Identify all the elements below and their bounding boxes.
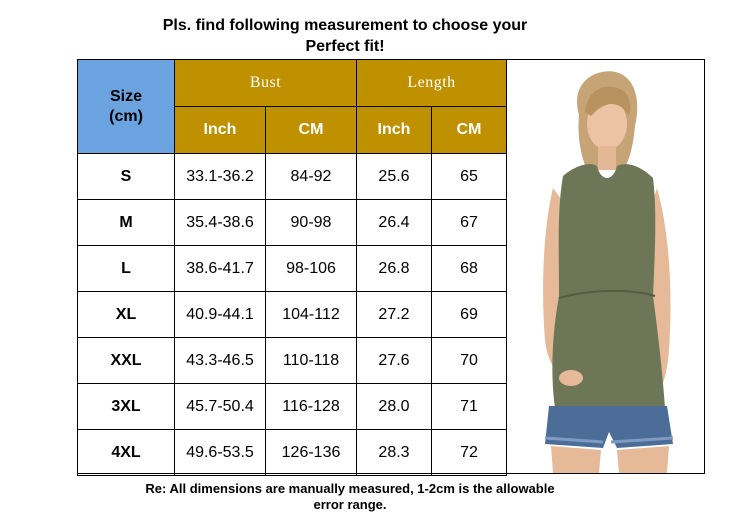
bust-inch-header: Inch [174, 106, 266, 154]
title-line-2: Perfect fit! [305, 38, 385, 55]
hair-fringe-shape [585, 86, 631, 116]
size-header: Size (cm) [77, 59, 175, 154]
length-cm-cell: 68 [431, 245, 507, 292]
length-inch-cell: 28.0 [356, 383, 432, 430]
length-inch-cell: 26.4 [356, 199, 432, 246]
face-shape [587, 98, 627, 150]
size-header-unit: (cm) [109, 107, 143, 125]
shorts-cuff-lines [544, 436, 674, 444]
length-cm-cell: 69 [431, 291, 507, 338]
table-row: XL 40.9-44.1 104-112 27.2 69 [77, 291, 507, 338]
table-row: 3XL 45.7-50.4 116-128 28.0 71 [77, 383, 507, 430]
bust-cm-cell: 104-112 [265, 291, 357, 338]
tank-top-shape [552, 164, 665, 408]
model-photo [507, 60, 704, 473]
bust-cm-cell: 116-128 [265, 383, 357, 430]
bust-inch-cell: 33.1-36.2 [174, 153, 266, 200]
length-inch-cell: 27.6 [356, 337, 432, 384]
table-row: S 33.1-36.2 84-92 25.6 65 [77, 153, 507, 200]
length-header: Length [356, 59, 507, 107]
nursing-layer-seam [558, 289, 656, 299]
right-leg-shape [617, 446, 669, 473]
bust-cm-cell: 110-118 [265, 337, 357, 384]
bust-inch-cell: 43.3-46.5 [174, 337, 266, 384]
size-cell: S [77, 153, 175, 200]
length-cm-cell: 72 [431, 429, 507, 476]
length-inch-cell: 28.3 [356, 429, 432, 476]
length-cm-header: CM [431, 106, 507, 154]
note-line-1: Re: All dimensions are manually measured… [145, 481, 555, 496]
length-cm-cell: 67 [431, 199, 507, 246]
bust-cm-cell: 98-106 [265, 245, 357, 292]
bust-inch-cell: 38.6-41.7 [174, 245, 266, 292]
size-header-label: Size [109, 87, 142, 105]
size-table: Size (cm) Bust Length Inch CM Inch CM S … [77, 59, 507, 476]
size-cell: 4XL [77, 429, 175, 476]
hand-shape [559, 370, 583, 386]
length-cm-cell: 70 [431, 337, 507, 384]
length-inch-header: Inch [356, 106, 432, 154]
left-leg-shape [551, 446, 601, 473]
chart-title: Pls. find following measurement to choos… [120, 15, 570, 57]
bust-inch-cell: 49.6-53.5 [174, 429, 266, 476]
size-cell: XXL [77, 337, 175, 384]
length-cm-cell: 71 [431, 383, 507, 430]
length-inch-cell: 26.8 [356, 245, 432, 292]
size-cell: XL [77, 291, 175, 338]
note-line-2: error range. [313, 497, 387, 512]
table-row: M 35.4-38.6 90-98 26.4 67 [77, 199, 507, 246]
neck-shape [598, 146, 616, 170]
size-cell: 3XL [77, 383, 175, 430]
bust-cm-header: CM [265, 106, 357, 154]
size-cell: L [77, 245, 175, 292]
measurement-note: Re: All dimensions are manually measured… [110, 481, 590, 513]
bust-inch-cell: 40.9-44.1 [174, 291, 266, 338]
size-cell: M [77, 199, 175, 246]
bust-cm-cell: 90-98 [265, 199, 357, 246]
bust-cm-cell: 126-136 [265, 429, 357, 476]
model-illustration [543, 71, 674, 473]
title-line-1: Pls. find following measurement to choos… [162, 17, 528, 34]
length-cm-cell: 65 [431, 153, 507, 200]
bust-inch-cell: 35.4-38.6 [174, 199, 266, 246]
table-row: XXL 43.3-46.5 110-118 27.6 70 [77, 337, 507, 384]
denim-shorts-shape [545, 406, 673, 448]
table-row: L 38.6-41.7 98-106 26.8 68 [77, 245, 507, 292]
bust-header: Bust [174, 59, 357, 107]
table-row: 4XL 49.6-53.5 126-136 28.3 72 [77, 429, 507, 476]
length-inch-cell: 25.6 [356, 153, 432, 200]
length-inch-cell: 27.2 [356, 291, 432, 338]
bust-inch-cell: 45.7-50.4 [174, 383, 266, 430]
bust-cm-cell: 84-92 [265, 153, 357, 200]
